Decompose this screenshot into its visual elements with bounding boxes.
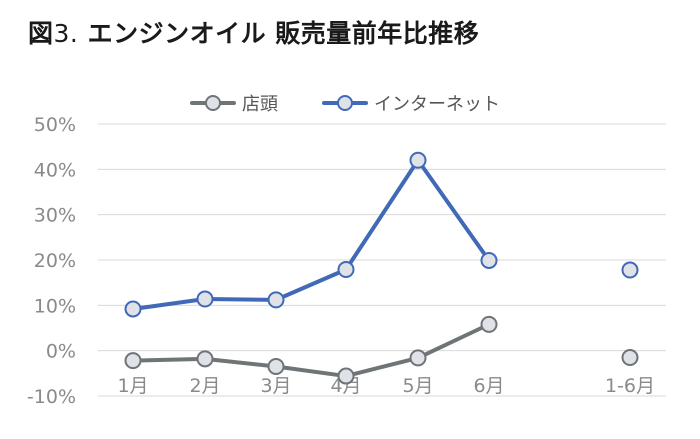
data-point — [409, 151, 427, 169]
data-point — [409, 349, 427, 367]
x-tick-label: 5月 — [402, 375, 433, 397]
y-tick-label: -10% — [27, 386, 76, 408]
series-line — [131, 158, 491, 311]
legend-label: インターネット — [374, 94, 500, 115]
y-tick-label: 10% — [34, 295, 76, 317]
data-point — [196, 350, 214, 368]
data-point — [196, 290, 214, 308]
data-point — [621, 348, 639, 366]
data-point — [337, 367, 355, 385]
y-tick-label: 50% — [34, 114, 76, 136]
title-prefix: 図 — [28, 19, 54, 48]
y-tick-label: 0% — [46, 341, 76, 363]
data-point — [621, 261, 639, 279]
legend-label: 店頭 — [242, 94, 278, 115]
data-point — [480, 315, 498, 333]
chart-title: 図3. エンジンオイル 販売量前年比推移 — [28, 14, 479, 50]
series-line — [131, 322, 491, 379]
x-tick-label: 6月 — [473, 375, 504, 397]
data-point — [124, 300, 142, 318]
x-tick-label: 4月 — [330, 375, 361, 397]
title-text: エンジンオイル 販売量前年比推移 — [78, 19, 480, 48]
data-point — [124, 352, 142, 370]
y-tick-label: 30% — [34, 205, 76, 227]
data-point — [267, 291, 285, 309]
y-tick-label: 40% — [34, 159, 76, 181]
x-tick-label: 2月 — [189, 375, 220, 397]
x-tick-label: 1-6月 — [605, 375, 655, 397]
legend-marker — [205, 95, 221, 111]
title-number: 3. — [53, 19, 79, 48]
data-point — [480, 251, 498, 269]
data-point — [267, 358, 285, 376]
y-tick-label: 20% — [34, 250, 76, 272]
legend-marker — [337, 95, 353, 111]
data-point — [337, 261, 355, 279]
x-tick-label: 3月 — [260, 375, 291, 397]
x-tick-label: 1月 — [117, 375, 148, 397]
